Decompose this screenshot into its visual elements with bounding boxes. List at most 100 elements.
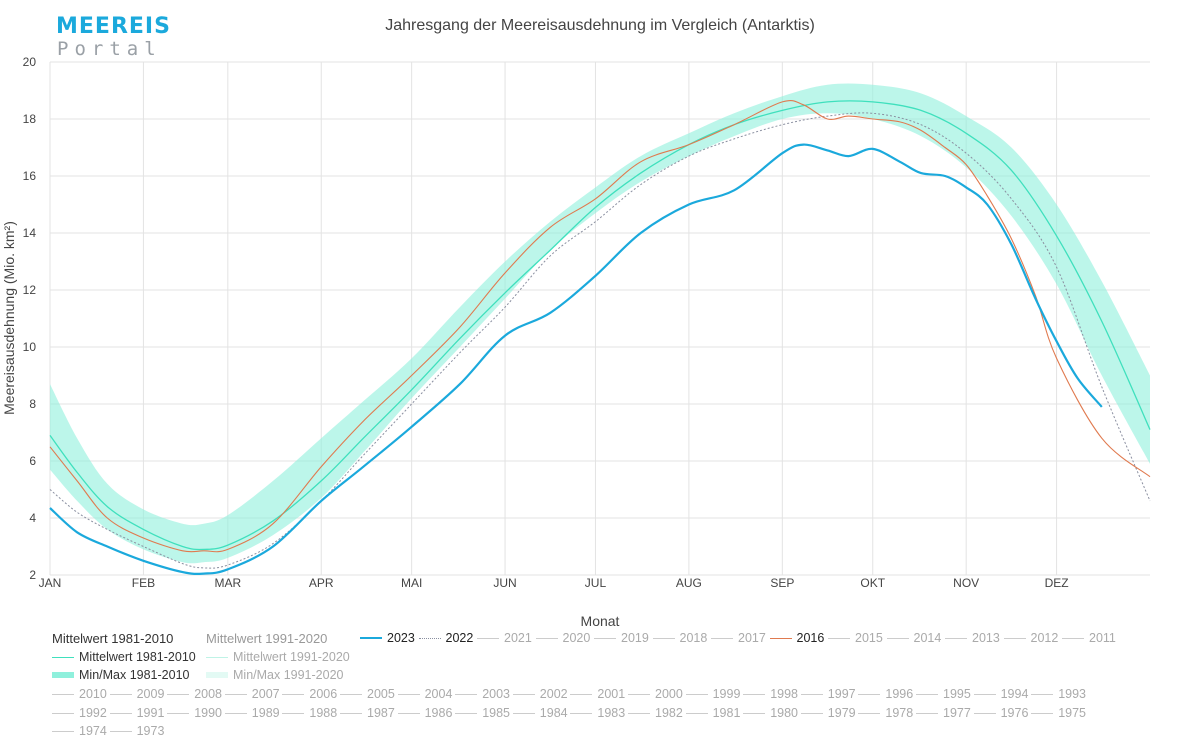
legend-item-year-2023[interactable]: 2023	[360, 631, 415, 645]
legend-item-year-2011[interactable]: 2011	[1062, 631, 1116, 645]
legend-item-year-1981[interactable]: 1981	[685, 706, 741, 720]
minmax-band-1981-2010	[50, 83, 1150, 564]
legend-swatch	[167, 693, 190, 695]
legend-swatch	[916, 693, 938, 695]
legend-item-year-2017[interactable]: 2017	[711, 631, 766, 645]
grid-lines	[49, 61, 1150, 576]
legend-item-year-1985[interactable]: 1985	[455, 706, 510, 720]
legend-item-year-1993[interactable]: 1993	[1031, 687, 1086, 701]
legend-swatch	[109, 693, 132, 695]
legend-swatch	[282, 693, 305, 695]
legend-item-year-1984[interactable]: 1984	[512, 706, 568, 720]
legend-item-year-2008[interactable]: 2008	[167, 687, 222, 701]
legend-item-year-1999[interactable]: 1999	[685, 687, 740, 701]
legend-label: 2011	[1089, 631, 1116, 645]
legend-item-year-1973[interactable]: 1973	[109, 724, 164, 738]
legend-label: 1998	[770, 687, 798, 701]
y-tick-label: 6	[29, 454, 36, 468]
legend-label: 1981	[712, 706, 741, 720]
legend-item-year-2020[interactable]: 2020	[535, 631, 590, 645]
legend-item-year-1974[interactable]: 1974	[52, 724, 107, 738]
legend-label: 1994	[1000, 687, 1029, 701]
legend-label: 1984	[539, 706, 568, 720]
legend-item-year-1990[interactable]: 1990	[167, 706, 222, 720]
legend-swatch	[769, 637, 792, 639]
y-tick-label: 12	[23, 283, 37, 297]
legend-item-year-2015[interactable]: 2015	[828, 631, 883, 645]
legend-item-year-2009[interactable]: 2009	[109, 687, 164, 701]
legend-item-minmax-1991-2020[interactable]: Min/Max 1991-2020	[206, 668, 343, 682]
x-tick-label: SEP	[770, 576, 794, 590]
legend-item-year-1998[interactable]: 1998	[743, 687, 798, 701]
legend-item-year-2016[interactable]: 2016	[769, 631, 824, 645]
legend-label: 1977	[943, 706, 971, 720]
legend-item-year-1976[interactable]: 1976	[973, 706, 1029, 720]
legend-swatch	[858, 712, 881, 714]
legend-item-year-1983[interactable]: 1983	[570, 706, 625, 720]
legend-item-year-2000[interactable]: 2000	[628, 687, 683, 701]
legend-item-year-1995[interactable]: 1995	[916, 687, 971, 701]
legend-item-year-2005[interactable]: 2005	[340, 687, 395, 701]
legend-item-year-1980[interactable]: 1980	[743, 706, 798, 720]
legend-item-year-1991[interactable]: 1991	[109, 706, 164, 720]
legend-item-year-1992[interactable]: 1992	[52, 706, 107, 720]
legend-label: 2006	[309, 687, 338, 701]
legend-item-year-2007[interactable]: 2007	[224, 687, 280, 701]
legend-item-year-2014[interactable]: 2014	[886, 631, 942, 645]
legend-item-year-2001[interactable]: 2001	[570, 687, 625, 701]
legend-item-year-1986[interactable]: 1986	[397, 706, 452, 720]
legend-item-year-2013[interactable]: 2013	[945, 631, 1000, 645]
x-tick-label: OKT	[860, 576, 885, 590]
legend-label: 1976	[1000, 706, 1029, 720]
legend-item-year-1977[interactable]: 1977	[916, 706, 971, 720]
legend-item-mean-1991-2020[interactable]: Mittelwert 1991-2020	[206, 650, 350, 664]
y-tick-label: 16	[23, 169, 37, 183]
legend-item-year-2021[interactable]: 2021	[477, 631, 532, 645]
legend-item-year-1989[interactable]: 1989	[224, 706, 280, 720]
legend-item-year-1996[interactable]: 1996	[858, 687, 913, 701]
legend-label: Mittelwert 1981-2010	[79, 650, 196, 664]
x-tick-label: MAR	[214, 576, 241, 590]
y-tick-label: 18	[23, 112, 37, 126]
x-tick-label: JAN	[39, 576, 62, 590]
y-tick-label: 4	[29, 511, 36, 525]
legend-label: Mittelwert 1991-2020	[233, 650, 350, 664]
series-line-mittelwert-1981-2010	[49, 100, 1151, 551]
legend-label: 2017	[738, 631, 766, 645]
legend-item-year-2018[interactable]: 2018	[652, 631, 707, 645]
legend-item-year-1975[interactable]: 1975	[1031, 706, 1086, 720]
legend-item-year-2010[interactable]: 2010	[52, 687, 107, 701]
x-tick-label: JUL	[585, 576, 607, 590]
legend-item-year-2006[interactable]: 2006	[282, 687, 337, 701]
legend-item-year-2002[interactable]: 2002	[512, 687, 568, 701]
legend-item-minmax-1981-2010[interactable]: Min/Max 1981-2010	[52, 668, 189, 682]
legend-item-year-2004[interactable]: 2004	[397, 687, 453, 701]
legend-label: 2003	[482, 687, 510, 701]
legend-item-year-1982[interactable]: 1982	[628, 706, 683, 720]
legend-label: 1987	[367, 706, 395, 720]
legend-item-year-1978[interactable]: 1978	[858, 706, 913, 720]
legend-label: 2021	[504, 631, 532, 645]
legend-item-year-1994[interactable]: 1994	[973, 687, 1029, 701]
legend-swatch	[52, 730, 74, 732]
y-tick-label: 8	[29, 397, 36, 411]
legend-item-year-1987[interactable]: 1987	[340, 706, 395, 720]
legend-item-year-1988[interactable]: 1988	[282, 706, 337, 720]
legend-item-year-2019[interactable]: 2019	[594, 631, 649, 645]
legend-item-mean-1981-2010[interactable]: Mittelwert 1981-2010	[52, 650, 196, 664]
legend-item-year-1979[interactable]: 1979	[800, 706, 856, 720]
legend-label: 2014	[913, 631, 942, 645]
legend-item-year-2022[interactable]: 2022	[418, 631, 473, 645]
legend-item-year-2003[interactable]: 2003	[455, 687, 510, 701]
legend-swatch	[477, 637, 499, 639]
y-tick-label: 14	[23, 226, 37, 240]
legend-item-year-1997[interactable]: 1997	[800, 687, 856, 701]
legend-label: 1992	[79, 706, 107, 720]
legend-label: 2013	[972, 631, 1000, 645]
legend-label: Min/Max 1981-2010	[79, 668, 190, 682]
legend-label: 2004	[424, 687, 453, 701]
legend-swatch	[52, 712, 74, 714]
legend-swatch	[109, 712, 132, 714]
legend-item-year-2012[interactable]: 2012	[1003, 631, 1058, 645]
